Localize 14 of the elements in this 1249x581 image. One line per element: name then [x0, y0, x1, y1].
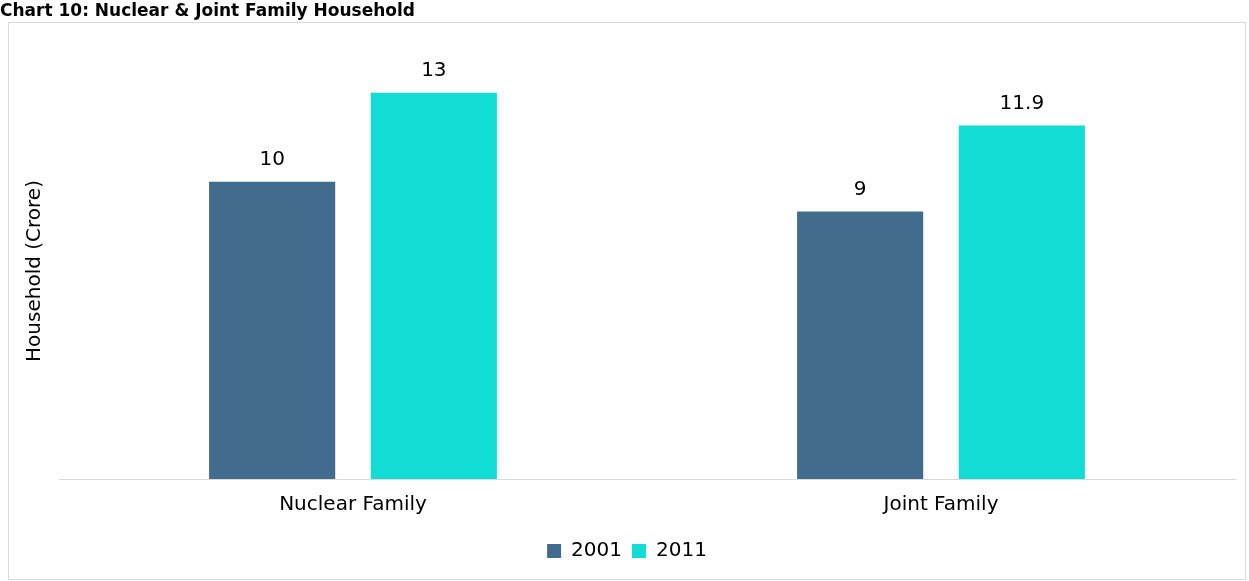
- data-label: 9: [853, 175, 867, 200]
- bar: [797, 211, 924, 479]
- x-tick-label: Nuclear Family: [279, 491, 428, 516]
- data-label: 10: [259, 146, 285, 171]
- y-axis-title: Household (Crore): [21, 180, 46, 362]
- data-label: 13: [421, 56, 447, 81]
- bar: [209, 181, 336, 479]
- bar: [958, 125, 1085, 479]
- data-label: 11.9: [999, 89, 1045, 114]
- x-tick-label: Joint Family: [881, 491, 999, 516]
- chart-title: Chart 10: Nuclear & Joint Family Household: [0, 0, 416, 20]
- legend-label: 2001: [571, 537, 623, 562]
- bar: [370, 92, 497, 479]
- legend-label: 2011: [656, 537, 707, 562]
